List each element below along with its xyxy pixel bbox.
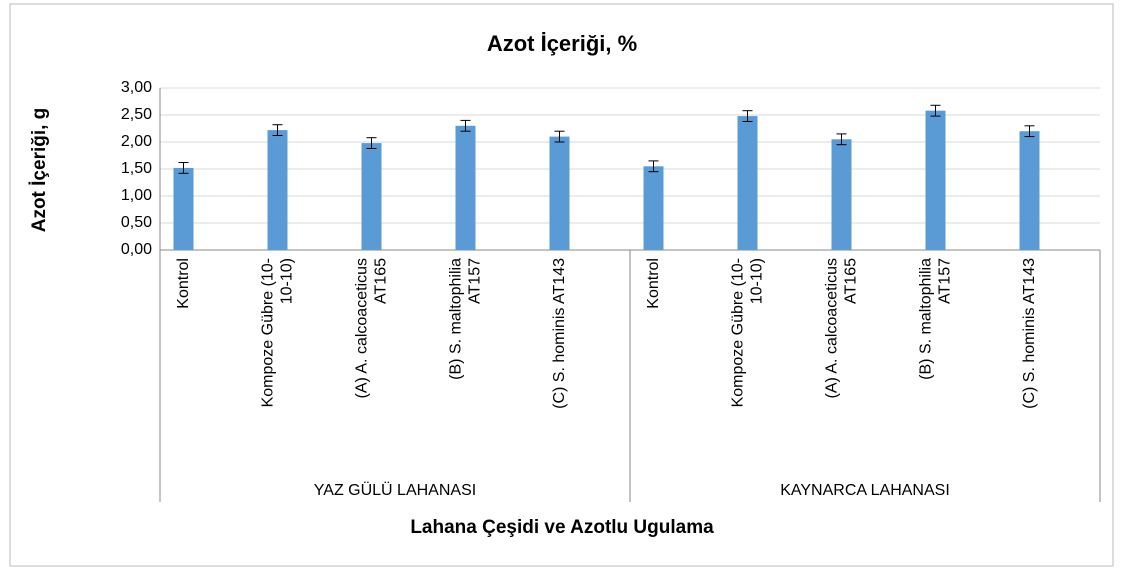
bar <box>737 116 758 250</box>
y-axis-title: Azot İçeriği, g <box>29 108 50 233</box>
y-tick-label: 0,50 <box>121 214 152 231</box>
bar <box>173 167 194 250</box>
y-tick-label: 0,00 <box>121 241 152 258</box>
bar <box>361 143 382 250</box>
bar <box>549 136 570 250</box>
bar <box>1019 131 1040 250</box>
x-axis-title: Lahana Çeşidi ve Azotlu Ugulama <box>410 517 714 538</box>
group-label: YAZ GÜLÜ LAHANASI <box>314 481 476 499</box>
x-tick-label: (A) A. calcoaceticus AT165 <box>353 258 390 399</box>
y-tick-label: 1,50 <box>121 160 152 177</box>
bar <box>925 110 946 251</box>
bar <box>455 125 476 250</box>
chart-frame <box>9 3 1114 567</box>
y-tick-label: 2,50 <box>121 106 152 123</box>
y-tick-label: 2,00 <box>121 133 152 150</box>
x-tick-label: (B) S. maltophilia AT157 <box>447 258 484 380</box>
x-tick-label: (C) S. hominis AT143 <box>551 258 568 409</box>
bar <box>267 130 288 250</box>
bar <box>831 139 852 250</box>
group-label: KAYNARCA LAHANASI <box>780 482 950 499</box>
x-tick-label: Kompoze Gübre (10-10-10) <box>729 258 766 408</box>
y-tick-label: 3,00 <box>121 79 152 96</box>
x-tick-label: Kontrol <box>175 258 192 309</box>
x-tick-label: (B) S. maltophilia AT157 <box>917 258 954 380</box>
bar <box>643 166 664 250</box>
x-tick-label: Kontrol <box>645 258 662 309</box>
chart-title: Azot İçeriği, % <box>487 31 637 56</box>
y-tick-label: 1,00 <box>121 187 152 204</box>
x-tick-label: (A) A. calcoaceticus AT165 <box>823 258 860 399</box>
x-tick-label: Kompoze Gübre (10-10-10) <box>259 258 296 408</box>
x-tick-label: (C) S. hominis AT143 <box>1021 258 1038 409</box>
